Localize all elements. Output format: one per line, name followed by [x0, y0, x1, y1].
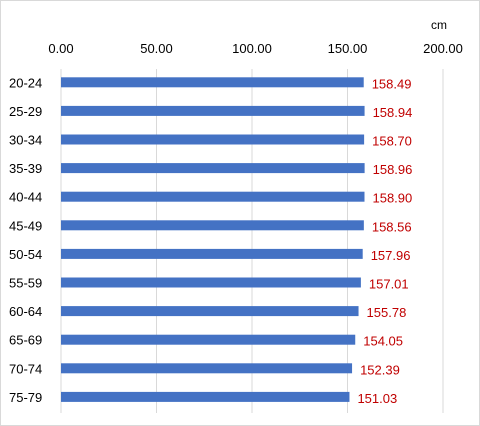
bar [61, 105, 365, 116]
x-tick-label: 200.00 [423, 41, 463, 56]
value-label: 158.96 [373, 162, 413, 177]
x-tick-label: 100.00 [232, 41, 272, 56]
category-label: 30-34 [9, 133, 42, 148]
value-label: 152.39 [360, 362, 400, 377]
value-label: 154.05 [363, 334, 403, 349]
labels: 0.00 50.00 100.00 150.00 200.00 20-24 158.49 25… [9, 41, 463, 406]
bar [61, 277, 361, 288]
value-label: 155.78 [367, 305, 407, 320]
x-tick-label: 50.00 [140, 41, 173, 56]
value-label: 158.56 [372, 219, 412, 234]
bar [61, 248, 363, 259]
category-label: 20-24 [9, 75, 42, 90]
value-label: 158.94 [373, 105, 413, 120]
value-label: 157.01 [369, 277, 409, 292]
gridlines [60, 69, 444, 413]
unit-label: cm [431, 18, 447, 32]
bar [61, 334, 356, 345]
bar [61, 191, 365, 202]
bar [61, 77, 364, 88]
bar [61, 134, 365, 145]
value-label: 158.49 [372, 76, 412, 91]
bar [61, 363, 353, 374]
bar [61, 391, 350, 402]
value-label: 157.96 [371, 248, 411, 263]
value-label: 151.03 [357, 391, 397, 406]
value-label: 158.90 [372, 191, 412, 206]
category-label: 35-39 [9, 161, 42, 176]
category-label: 70-74 [9, 361, 42, 376]
bar [61, 163, 365, 174]
bars [61, 77, 365, 402]
category-label: 75-79 [9, 390, 42, 405]
value-label: 158.70 [372, 134, 412, 149]
category-label: 50-54 [9, 247, 42, 262]
category-label: 40-44 [9, 190, 42, 205]
x-tick-label: 150.00 [328, 41, 368, 56]
category-label: 55-59 [9, 276, 42, 291]
bar [61, 220, 364, 231]
category-label: 45-49 [9, 218, 42, 233]
category-label: 25-29 [9, 104, 42, 119]
bar [61, 306, 359, 317]
category-label: 65-69 [9, 333, 42, 348]
x-tick-label: 0.00 [48, 41, 73, 56]
category-label: 60-64 [9, 304, 42, 319]
